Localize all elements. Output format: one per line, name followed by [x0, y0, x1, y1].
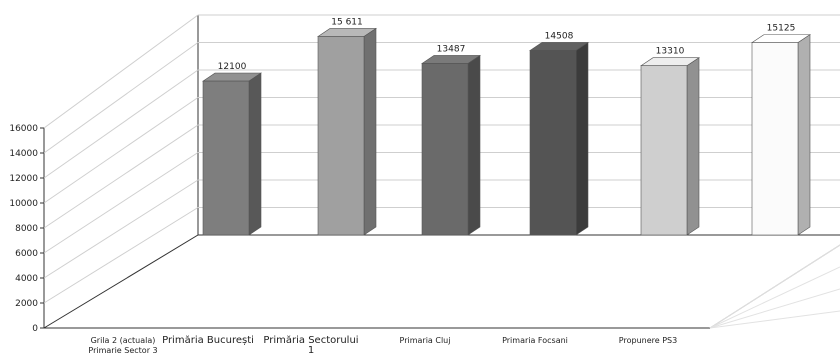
bars	[202, 27, 811, 236]
bar-side	[686, 57, 700, 236]
bar-side	[797, 34, 811, 236]
bar	[317, 36, 365, 236]
bar-side	[467, 54, 481, 236]
data-label: 14508	[545, 31, 574, 41]
y-tick-label: 14000	[9, 149, 38, 159]
bar	[751, 42, 799, 236]
gridline-side	[43, 152, 199, 254]
y-axis: 0 2000 4000 6000 8000 10000 12000 14000 16000	[9, 124, 44, 334]
category-label: Primăria Sectorului 1	[263, 335, 358, 356]
y-tick-label: 10000	[9, 199, 38, 209]
gridline-right	[709, 244, 840, 329]
y-tick-label: 16000	[9, 124, 38, 134]
gridline-side	[43, 179, 199, 279]
y-tick-label: 0	[32, 324, 38, 334]
gridline-right	[709, 266, 840, 329]
category-label: Primaria Cluj	[400, 336, 451, 345]
y-tick-label: 8000	[15, 224, 38, 234]
gridline-side	[43, 69, 199, 179]
category-label: Propunere PS3	[619, 336, 677, 345]
bar-side	[363, 27, 377, 236]
data-labels: 12100 15 611 13487 14508 13310 15125	[218, 17, 796, 72]
data-label: 15 611	[331, 17, 363, 27]
y-tick-label: 2000	[15, 299, 38, 309]
bar	[202, 80, 250, 236]
y-tick-label: 6000	[15, 249, 38, 259]
bar	[529, 50, 577, 236]
gridline-side	[43, 97, 199, 204]
data-label: 13487	[437, 44, 466, 54]
category-labels: Grila 2 (actuala) Primarie Sector 3 Primăr…	[88, 335, 677, 356]
category-label: Grila 2 (actuala) Primarie Sector 3	[88, 336, 157, 355]
y-tick-label: 4000	[15, 274, 38, 284]
bar	[640, 65, 688, 236]
data-label: 15125	[767, 24, 796, 34]
bar-side	[575, 41, 589, 236]
category-label: Primaria Focsani	[502, 336, 568, 345]
floor-back-edge	[43, 234, 840, 329]
gridline-side	[43, 124, 199, 229]
bar	[421, 63, 469, 236]
gridline-right	[709, 288, 840, 329]
gridlines	[43, 14, 840, 329]
gridline-right	[709, 310, 840, 329]
gridline-side	[43, 207, 199, 304]
gridline-side	[43, 14, 199, 129]
category-label: Primăria București	[162, 335, 254, 346]
data-label: 12100	[218, 62, 247, 72]
bar-side	[248, 72, 262, 236]
y-tick-label: 12000	[9, 174, 38, 184]
gridline-side	[43, 42, 199, 154]
data-label: 13310	[656, 47, 685, 57]
